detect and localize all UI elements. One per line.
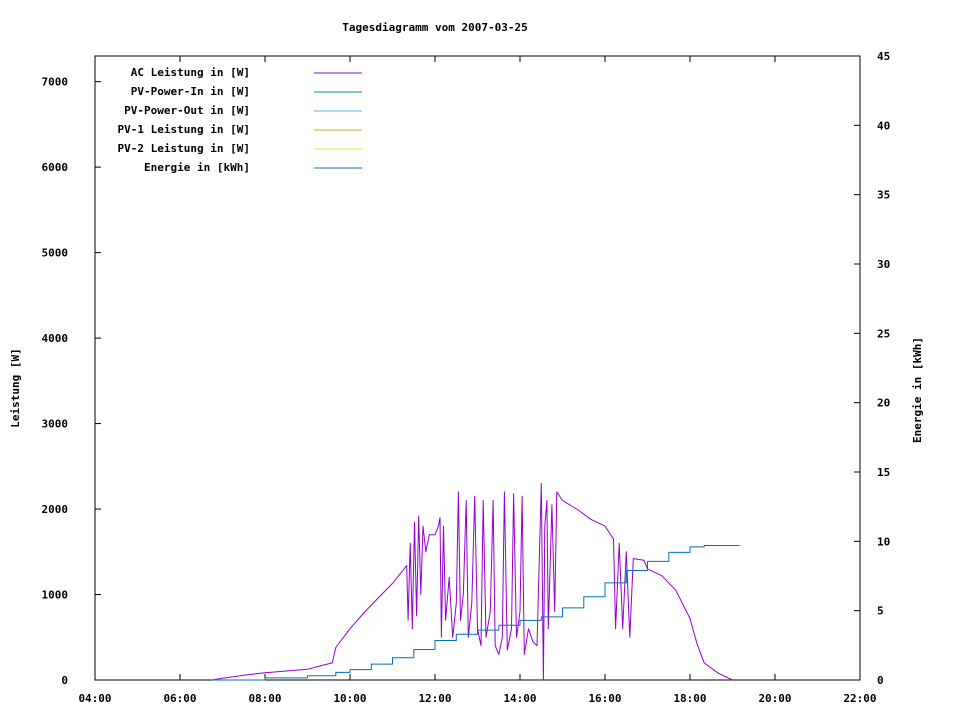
y-axis-label: Leistung [W] — [9, 348, 22, 427]
series-line — [211, 482, 733, 681]
y2-tick-label: 10 — [877, 535, 890, 548]
series-line — [211, 545, 740, 681]
y-tick-label: 4000 — [42, 332, 69, 345]
y-tick-label: 2000 — [42, 503, 69, 516]
x-tick-label: 10:00 — [333, 692, 366, 705]
legend-label: PV-Power-Out in [W] — [124, 104, 250, 117]
y-tick-label: 3000 — [42, 418, 69, 431]
y2-tick-label: 30 — [877, 258, 890, 271]
y-tick-label: 5000 — [42, 247, 69, 260]
y2-tick-label: 5 — [877, 605, 884, 618]
legend-label: PV-1 Leistung in [W] — [118, 123, 250, 136]
legend: AC Leistung in [W] PV-Power-In in [W] PV-P… — [118, 66, 362, 174]
y-tick-label: 0 — [61, 674, 68, 687]
x-tick-label: 04:00 — [78, 692, 111, 705]
chart-title: Tagesdiagramm vom 2007-03-25 — [342, 21, 527, 34]
legend-label: PV-2 Leistung in [W] — [118, 142, 250, 155]
x-tick-label: 12:00 — [418, 692, 451, 705]
y2-tick-label: 0 — [877, 674, 884, 687]
x-tick-label: 06:00 — [163, 692, 196, 705]
legend-label: AC Leistung in [W] — [131, 66, 250, 79]
y-tick-label: 7000 — [42, 76, 69, 89]
x-tick-label: 16:00 — [588, 692, 621, 705]
legend-label: PV-Power-In in [W] — [131, 85, 250, 98]
axis-ticks: 04:00 06:00 08:00 10:00 12:00 14:00 16:00 18:00… — [42, 50, 891, 705]
y-tick-label: 6000 — [42, 161, 69, 174]
plot-frame — [94, 55, 861, 681]
y2-tick-label: 35 — [877, 189, 890, 202]
x-tick-label: 18:00 — [673, 692, 706, 705]
y-tick-label: 1000 — [42, 589, 69, 602]
y2-tick-label: 20 — [877, 397, 890, 410]
legend-label: Energie in [kWh] — [144, 161, 250, 174]
y2-tick-label: 25 — [877, 327, 890, 340]
y2-axis-label: Energie in [kWh] — [911, 337, 924, 443]
y2-tick-label: 45 — [877, 50, 890, 63]
x-tick-label: 08:00 — [248, 692, 281, 705]
x-tick-label: 22:00 — [843, 692, 876, 705]
series-lines — [211, 482, 740, 681]
y2-tick-label: 15 — [877, 466, 890, 479]
x-tick-label: 20:00 — [758, 692, 791, 705]
y2-tick-label: 40 — [877, 119, 890, 132]
x-tick-label: 14:00 — [503, 692, 536, 705]
